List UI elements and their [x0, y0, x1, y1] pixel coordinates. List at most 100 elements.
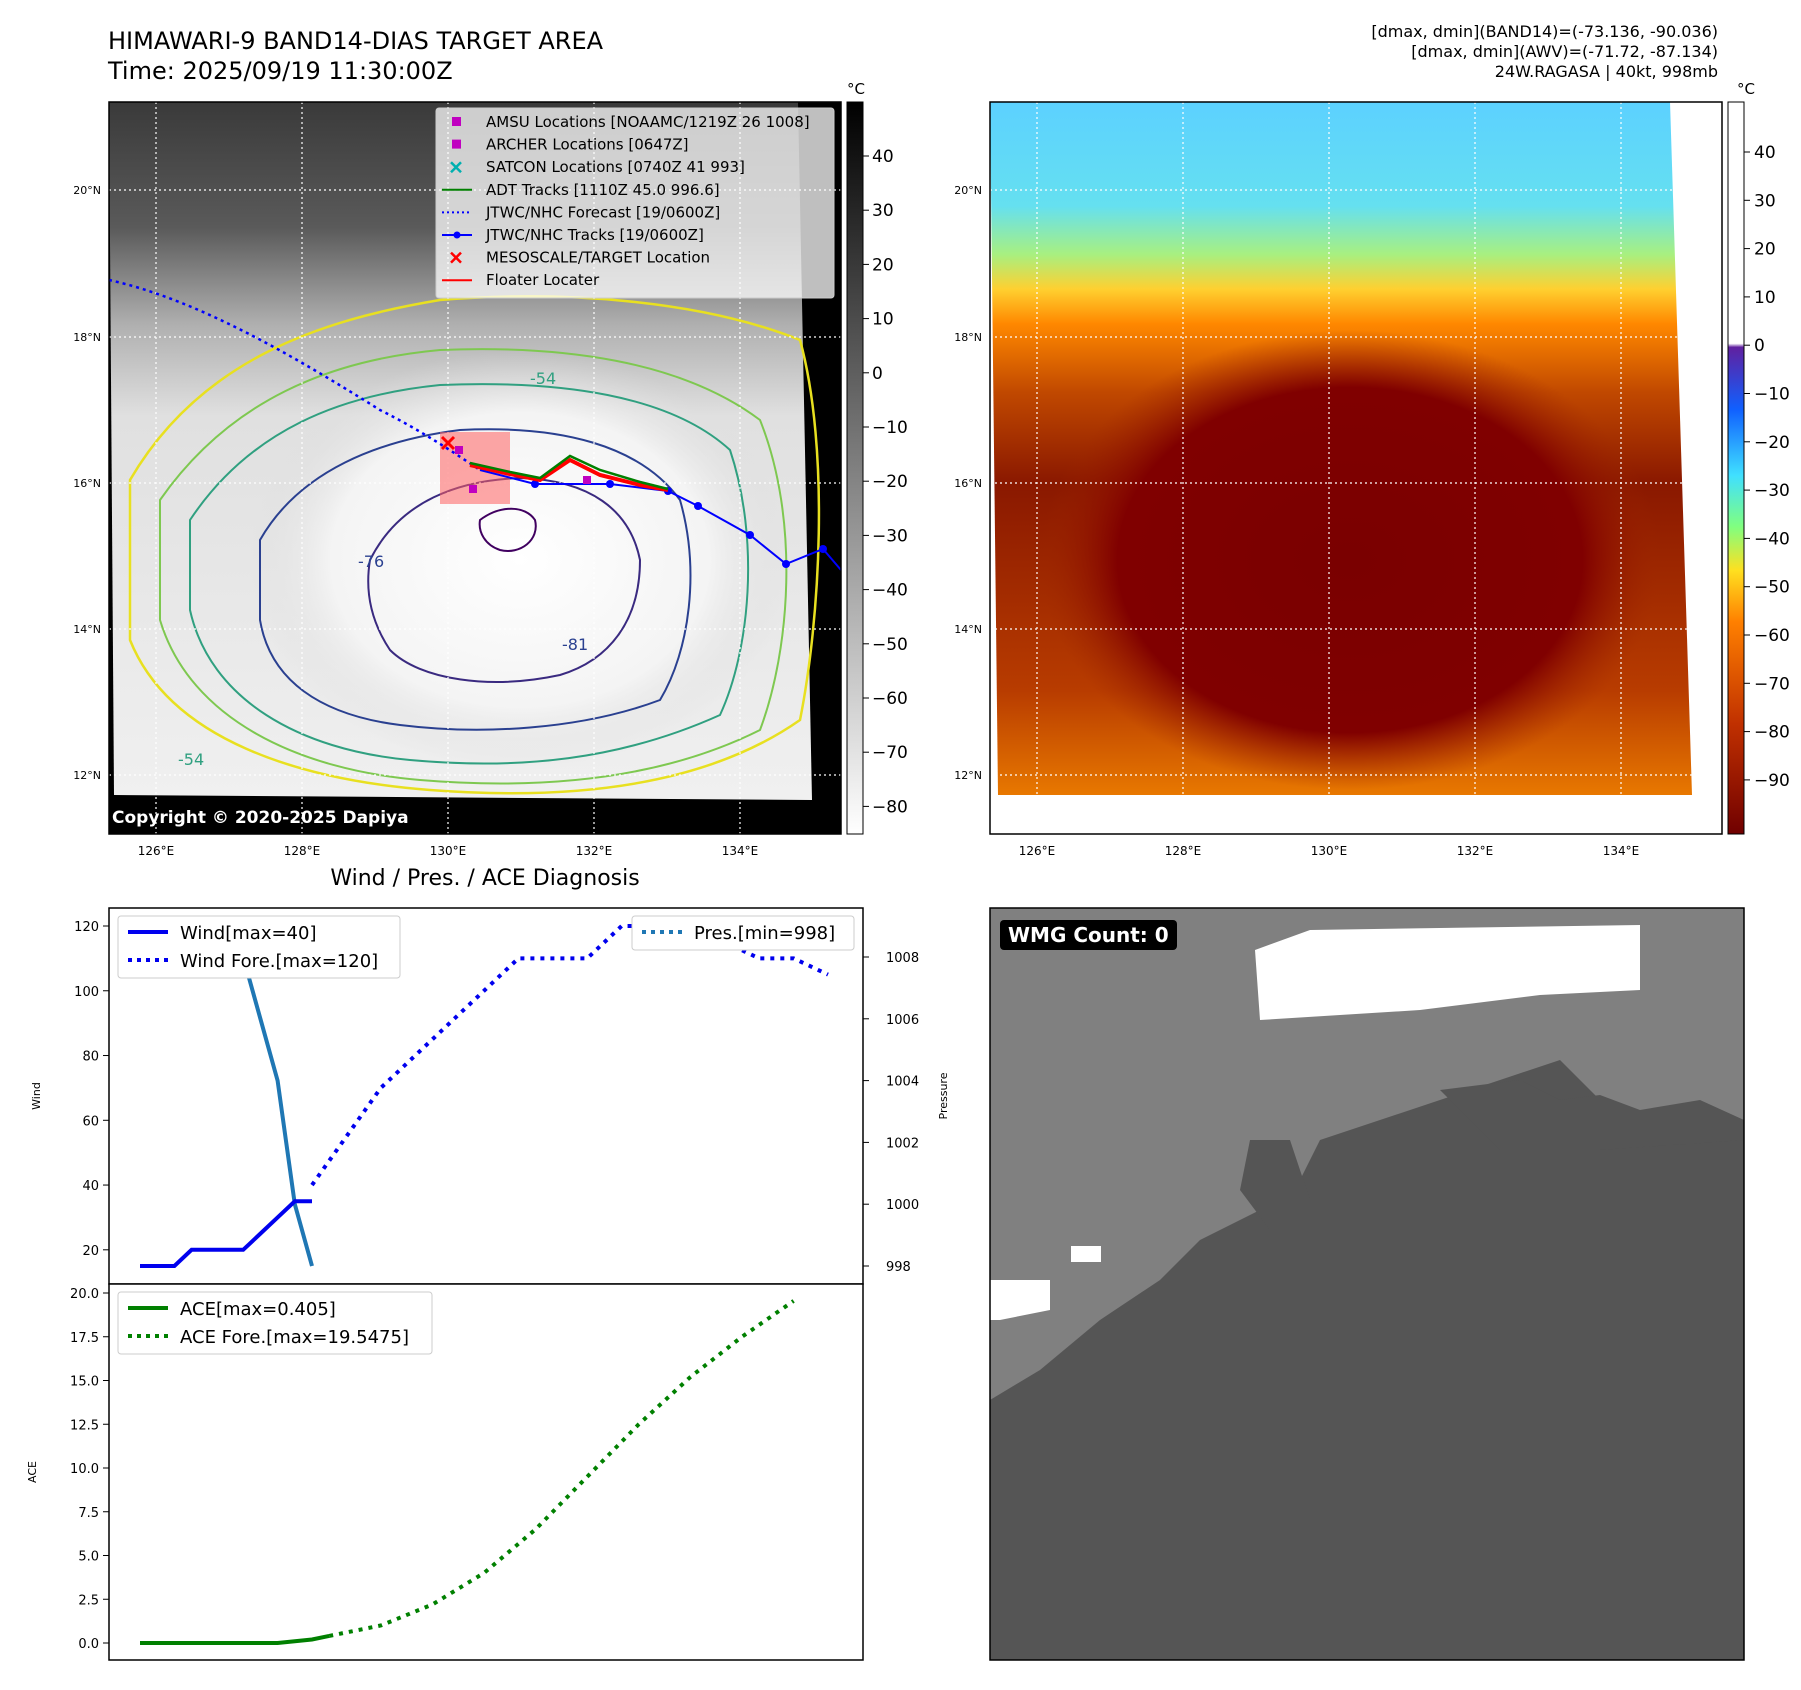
lon-tick-label: 132°E — [1457, 844, 1494, 858]
dmax-band14: [dmax, dmin](BAND14)=(-73.136, -90.036) — [1371, 22, 1718, 41]
ace-tick-label: 2.5 — [78, 1593, 99, 1608]
contour-yellow — [128, 295, 821, 795]
pressure-axis-ticks: 1008 1006 1004 1002 1000 998 — [863, 951, 919, 1275]
pres-legend-box — [631, 915, 855, 951]
wmg-dark-patch-2 — [1440, 1080, 1744, 1150]
wind-line — [140, 1199, 312, 1268]
colorbar-tick-label: −50 — [872, 635, 908, 655]
wmg-frame — [989, 907, 1745, 1661]
lat-tick-label: 14°N — [73, 623, 101, 636]
legend-label: MESOSCALE/TARGET Location — [486, 249, 710, 267]
legend-label: SATCON Locations [0740Z 41 993] — [486, 158, 745, 176]
colorbar-tick-label: 20 — [1754, 240, 1776, 260]
figure-title: HIMAWARI-9 BAND14-DIAS TARGET AREA Time:… — [108, 26, 603, 86]
ir-colorbar-ticks: 40 30 20 10 0 −10 −20 −30 −40 −50 −60 −70 −80 — [863, 147, 908, 817]
contour-green — [159, 348, 788, 785]
pressure-tick-label: 1006 — [886, 1013, 919, 1028]
colorbar-tick-label: 40 — [1754, 143, 1776, 163]
ace-legend-label: ACE[max=0.405] — [180, 1299, 336, 1320]
archer-marker — [469, 485, 477, 493]
ace-forecast-line — [328, 1299, 795, 1638]
ir-colorbar-gradient — [846, 101, 864, 835]
ace-tick-label: 20.0 — [70, 1287, 99, 1302]
colorbar-tick-label: −60 — [872, 689, 908, 709]
lat-tick-label: 14°N — [954, 623, 982, 636]
lon-tick-label: 134°E — [722, 844, 759, 858]
lat-tick-label: 20°N — [73, 184, 101, 197]
mesoscale-marker — [440, 435, 456, 451]
ir-cloud-core — [250, 350, 790, 770]
wind-axis-ticks: 120 100 80 60 40 20 — [74, 920, 109, 1259]
lat-tick-label: 16°N — [954, 477, 982, 490]
colorbar-tick-label: −50 — [1754, 578, 1790, 598]
colorbar-tick-label: −70 — [1754, 674, 1790, 694]
pressure-tick-label: 1004 — [886, 1075, 919, 1090]
lon-tick-label: 130°E — [1311, 844, 1348, 858]
ace-tick-label: 7.5 — [78, 1506, 99, 1521]
awv-colorbar-ticks: 40 30 20 10 0 −10 −20 −30 −40 −50 −60 −70 −80 −90 — [1744, 143, 1790, 791]
ir-panel: AMSU Locations [NOAAMC/1219Z 26 1008] ARC… — [108, 101, 842, 835]
wind-tick-label: 60 — [82, 1114, 99, 1129]
forecast-track — [109, 278, 481, 472]
awv-gridlines — [990, 102, 1722, 834]
legend-label: Floater Locater — [486, 271, 600, 289]
ace-ylabel: ACE — [26, 1461, 39, 1483]
wind-pressure-panel: 120 100 80 60 40 20 1008 1006 1004 1002 1000 998 W… — [30, 907, 950, 1285]
lon-tick-label: 134°E — [1603, 844, 1640, 858]
wind-ylabel: Wind — [30, 1082, 43, 1110]
legend-entry: JTWC/NHC Tracks [19/0600Z] — [442, 226, 704, 244]
copyright-text: Copyright © 2020-2025 Dapiya — [112, 808, 409, 828]
legend-label: JTWC/NHC Forecast [19/0600Z] — [485, 203, 720, 221]
contour-label: -54 — [530, 369, 556, 388]
legend-entry: JTWC/NHC Forecast [19/0600Z] — [442, 203, 720, 221]
ace-axis-ticks: 20.0 17.5 15.0 12.5 10.0 7.5 5.0 2.5 0.0 — [70, 1287, 109, 1652]
pressure-tick-label: 1008 — [886, 951, 919, 966]
wind-forecast-line — [310, 924, 829, 1187]
title-line-2: Time: 2025/09/19 11:30:00Z — [108, 57, 453, 85]
colorbar-tick-label: 0 — [872, 364, 883, 384]
wmg-count-badge: WMG Count: 0 — [1000, 920, 1177, 950]
awv-colorbar-gradient — [1727, 101, 1745, 835]
contour-label: -54 — [178, 750, 204, 769]
legend-label: ARCHER Locations [0647Z] — [486, 136, 689, 154]
ace-tick-label: 10.0 — [70, 1462, 99, 1477]
pres-legend-label: Pres.[min=998] — [694, 923, 835, 944]
wmg-light-dot — [1071, 1246, 1101, 1262]
ace-tick-label: 0.0 — [78, 1637, 99, 1652]
adt-track — [469, 454, 669, 491]
wmg-light-patch — [990, 1280, 1050, 1320]
ace-tick-label: 15.0 — [70, 1375, 99, 1390]
dmax-awv: [dmax, dmin](AWV)=(-71.72, -87.134) — [1411, 42, 1718, 61]
colorbar-tick-label: −30 — [872, 526, 908, 546]
legend-marker-dot — [453, 231, 461, 239]
figure-info: [dmax, dmin](BAND14)=(-73.136, -90.036) … — [1371, 22, 1718, 82]
jtwc-track-points — [531, 480, 827, 568]
colorbar-tick-label: −20 — [872, 472, 908, 492]
pressure-tick-label: 998 — [886, 1260, 911, 1275]
contour-purple — [478, 507, 537, 552]
ir-colorbar-unit: °C — [847, 80, 865, 98]
contour-label: -81 — [562, 635, 588, 654]
colorbar-tick-label: 30 — [872, 201, 894, 221]
legend-marker-square — [452, 117, 461, 126]
pressure-tick-label: 1002 — [886, 1136, 919, 1151]
legend-label: AMSU Locations [NOAAMC/1219Z 26 1008] — [486, 113, 810, 131]
ir-legend-box — [435, 107, 835, 299]
colorbar-tick-label: −90 — [1754, 771, 1790, 791]
lat-tick-label: 12°N — [73, 769, 101, 782]
wind-legend-box — [117, 915, 401, 979]
colorbar-tick-label: 20 — [872, 255, 894, 275]
legend-entry: ARCHER Locations [0647Z] — [452, 136, 689, 154]
ace-tick-label: 17.5 — [70, 1331, 99, 1346]
wmg-panel — [989, 907, 1745, 1661]
wind-tick-label: 40 — [82, 1179, 99, 1194]
legend-entry: MESOSCALE/TARGET Location — [450, 249, 710, 267]
lat-tick-label: 20°N — [954, 184, 982, 197]
lat-tick-label: 16°N — [73, 477, 101, 490]
lon-tick-label: 126°E — [1019, 844, 1056, 858]
colorbar-tick-label: −20 — [1754, 433, 1790, 453]
archer-marker-2 — [583, 476, 591, 484]
storm-info: 24W.RAGASA | 40kt, 998mb — [1494, 62, 1718, 81]
legend-entry: AMSU Locations [NOAAMC/1219Z 26 1008] — [452, 113, 810, 131]
